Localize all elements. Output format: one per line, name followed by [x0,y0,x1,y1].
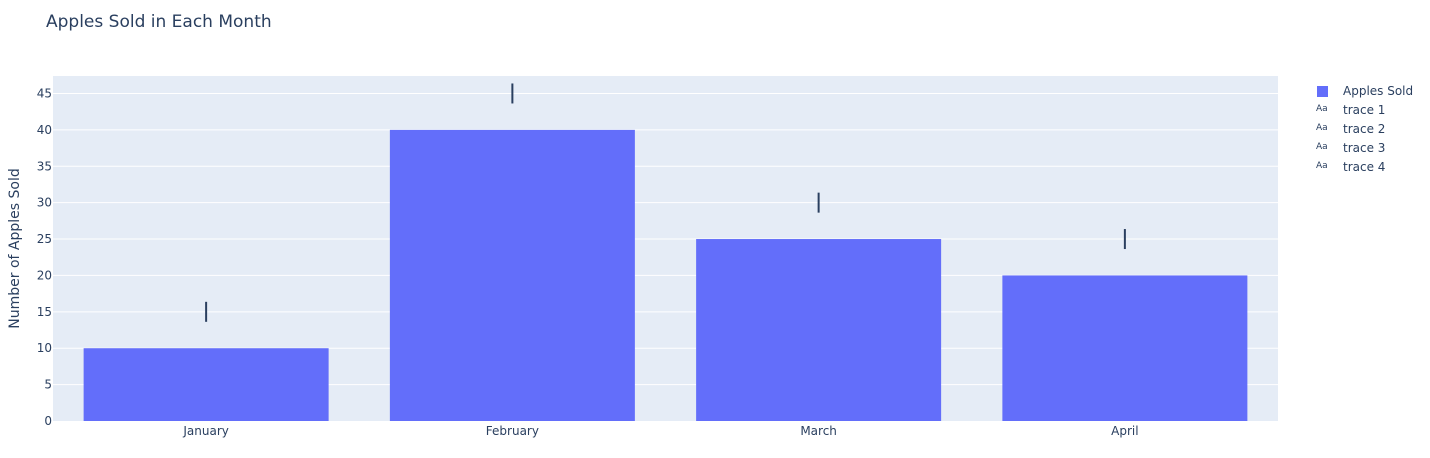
legend-text-symbol: Aa [1316,123,1328,133]
legend-item-label[interactable]: Apples Sold [1343,84,1413,98]
legend-text-symbol: Aa [1316,161,1328,171]
y-tick-label: 10 [37,341,52,355]
y-tick-label: 40 [37,123,52,137]
x-tick-label: February [486,424,539,438]
trace-markers [205,83,1126,322]
legend-item-label[interactable]: trace 4 [1343,160,1385,174]
legend: Apples Sold Aa trace 1 Aa trace 2 Aa trace 3 Aa… [1316,84,1413,174]
x-axis-ticks: January February March April [182,424,1138,438]
x-tick-label: April [1111,424,1138,438]
y-tick-label: 35 [37,159,52,173]
x-tick-label: January [182,424,229,438]
x-tick-label: March [800,424,837,438]
y-tick-label: 5 [44,378,52,392]
bar-april [1002,275,1248,421]
bar-february [389,129,635,421]
legend-item-label[interactable]: trace 2 [1343,122,1385,136]
y-tick-label: 30 [37,196,52,210]
y-tick-label: 0 [44,414,52,428]
y-tick-label: 45 [37,86,52,100]
bars [83,129,1248,421]
y-tick-label: 15 [37,305,52,319]
y-axis-label: Number of Apples Sold [7,168,23,328]
legend-text-symbol: Aa [1316,142,1328,152]
bar-january [83,348,329,421]
chart-title: Apples Sold in Each Month [46,12,272,32]
legend-item-label[interactable]: trace 3 [1343,141,1385,155]
y-tick-label: 20 [37,268,52,282]
y-tick-label: 25 [37,232,52,246]
y-axis-ticks: 0 5 10 15 20 25 30 35 40 45 [37,86,52,428]
legend-swatch [1317,86,1328,97]
legend-text-symbol: Aa [1316,104,1328,114]
legend-item-label[interactable]: trace 1 [1343,103,1385,117]
bar-march [696,239,942,421]
